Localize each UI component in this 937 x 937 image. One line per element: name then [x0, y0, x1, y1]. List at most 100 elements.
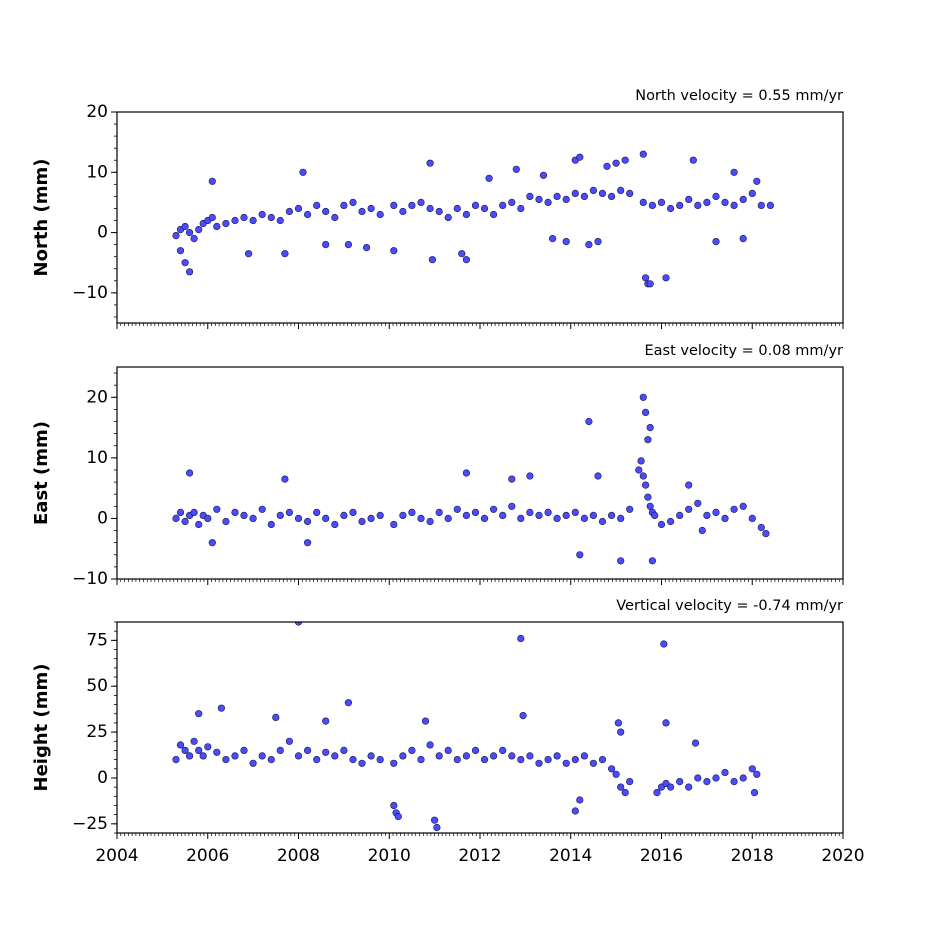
data-point	[322, 207, 330, 216]
data-point	[258, 505, 266, 513]
data-point	[694, 201, 702, 209]
x-tick-label: 2008	[277, 846, 320, 866]
data-point	[750, 788, 759, 797]
data-point	[689, 156, 697, 164]
data-point	[553, 752, 561, 760]
data-point	[190, 508, 198, 517]
data-point	[181, 517, 189, 526]
data-point	[276, 216, 284, 225]
x-tick-label: 2014	[549, 846, 592, 866]
x-tick-label: 2006	[186, 846, 229, 866]
data-point	[721, 198, 729, 206]
data-point	[644, 493, 652, 501]
data-point	[617, 557, 625, 565]
data-point	[589, 759, 598, 767]
data-point	[721, 514, 729, 523]
data-point	[408, 746, 416, 755]
data-point	[571, 807, 579, 815]
height-points	[172, 622, 761, 832]
data-point	[508, 198, 516, 206]
data-point	[685, 783, 693, 791]
data-point	[646, 502, 654, 510]
data-point	[753, 770, 761, 778]
data-point	[399, 207, 407, 216]
data-point	[657, 520, 666, 529]
x-tick-label: 2010	[368, 846, 411, 866]
data-point	[453, 204, 461, 213]
data-point	[240, 213, 248, 222]
data-point	[417, 514, 425, 523]
x-tick-label: 2004	[95, 846, 138, 866]
data-point	[589, 186, 598, 194]
data-point	[480, 755, 489, 764]
data-point	[517, 634, 525, 643]
data-point	[186, 752, 194, 760]
data-point	[176, 508, 185, 517]
data-point	[535, 511, 543, 520]
y-tick-label: 10	[86, 448, 108, 468]
data-point	[621, 156, 629, 164]
data-point	[176, 247, 185, 255]
data-point	[580, 514, 589, 523]
data-point	[490, 505, 498, 513]
data-point	[703, 198, 711, 206]
data-point	[607, 192, 616, 200]
data-point	[639, 198, 647, 206]
data-point	[462, 256, 471, 264]
data-point	[217, 704, 225, 712]
height-ticks: −25 0 25 50 75 2004 2006 2008 2010 2012 2014 2016 20…	[72, 621, 865, 866]
data-point	[651, 511, 659, 520]
data-point	[598, 189, 607, 197]
data-point	[390, 759, 398, 767]
data-point	[340, 746, 348, 755]
data-point	[222, 219, 230, 228]
data-point	[390, 801, 398, 810]
data-point	[535, 759, 543, 767]
data-point	[195, 710, 203, 718]
data-point	[526, 472, 534, 480]
data-point	[508, 502, 516, 510]
north-points	[172, 150, 775, 288]
data-point	[408, 508, 416, 517]
data-point	[571, 508, 579, 517]
data-point	[276, 511, 284, 520]
data-point	[426, 204, 434, 213]
data-point	[712, 192, 720, 200]
data-point	[517, 204, 525, 213]
data-point	[344, 699, 353, 707]
data-point	[580, 192, 589, 200]
data-point	[272, 713, 280, 722]
data-point	[313, 508, 321, 517]
data-point	[499, 746, 507, 755]
data-point	[480, 204, 489, 213]
data-point	[639, 393, 647, 401]
data-point	[181, 259, 189, 267]
data-point	[594, 472, 602, 480]
data-point	[621, 788, 629, 797]
data-point	[344, 241, 353, 249]
data-point	[399, 752, 407, 760]
data-point	[485, 174, 493, 182]
data-point	[267, 755, 275, 764]
data-point	[712, 774, 720, 782]
data-point	[730, 505, 738, 513]
data-point	[562, 238, 570, 246]
data-point	[617, 514, 625, 523]
data-point	[358, 207, 366, 216]
data-point	[748, 765, 756, 773]
data-point	[204, 743, 212, 751]
data-point	[390, 520, 398, 529]
data-point	[666, 783, 675, 791]
data-point	[294, 204, 303, 213]
data-point	[195, 226, 203, 234]
data-point	[617, 186, 625, 194]
data-point	[471, 508, 480, 517]
data-point	[646, 280, 654, 288]
data-point	[639, 150, 647, 158]
data-point	[390, 247, 398, 255]
data-point	[548, 235, 557, 243]
data-point	[249, 514, 257, 523]
data-point	[172, 755, 180, 764]
data-point	[331, 213, 339, 222]
